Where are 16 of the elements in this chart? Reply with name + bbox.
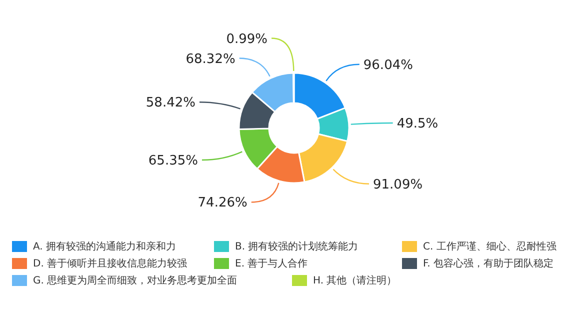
data-label: 96.04% <box>363 58 413 73</box>
legend-label: E. 善于与人合作 <box>235 258 308 270</box>
data-label: 49.5% <box>396 116 438 132</box>
legend-label: H. 其他（请注明） <box>313 274 397 286</box>
legend-label: F. 包容心强，有助于团队稳定 <box>423 258 554 270</box>
data-label: 58.42% <box>146 96 196 111</box>
data-label: 0.99% <box>226 32 268 47</box>
legend-label: G. 思维更为周全而细致，对业务思考更加全面 <box>33 274 238 286</box>
legend-label: B. 拥有较强的计划统筹能力 <box>235 240 358 252</box>
data-label: 65.35% <box>148 154 198 169</box>
legend-label: C. 工作严谨、细心、忍耐性强 <box>423 240 556 252</box>
data-label: 68.32% <box>186 52 236 67</box>
legend-label: D. 善于倾听并且接收信息能力较强 <box>33 258 188 270</box>
data-label: 74.26% <box>198 196 248 211</box>
data-label: 91.09% <box>373 177 423 192</box>
legend-label: A. 拥有较强的沟通能力和亲和力 <box>33 240 176 252</box>
